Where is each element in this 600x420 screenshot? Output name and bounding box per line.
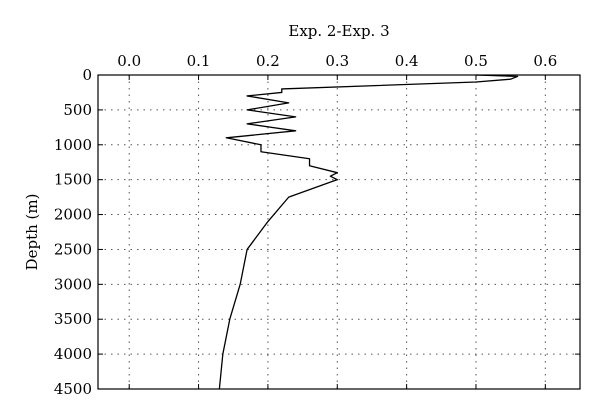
x-tick-label: 0.4 (395, 52, 419, 70)
y-tick-label: 4000 (54, 345, 92, 363)
series-layer (218, 74, 519, 390)
x-tick-label: 0.0 (117, 52, 141, 70)
y-tick-label: 0 (82, 66, 92, 84)
series-line-1 (218, 74, 519, 390)
x-tick-label: 0.3 (325, 52, 349, 70)
y-tick-label: 3000 (54, 275, 92, 293)
x-tick-label: 0.1 (187, 52, 211, 70)
y-tick-label: 2000 (54, 206, 92, 224)
x-tick-label: 0.2 (256, 52, 280, 70)
y-tick-label: 4500 (54, 380, 92, 398)
tick-layer: 0.0 0.1 0.2 0.3 0.4 0.5 0.6 0 500 1000 1500 2000 250… (54, 52, 580, 398)
x-tick-label: 0.6 (533, 52, 557, 70)
grid-layer (98, 75, 580, 389)
y-tick-label: 3500 (54, 310, 92, 328)
x-axis-title: Exp. 2-Exp. 3 (288, 22, 389, 40)
x-tick-label: 0.5 (464, 52, 488, 70)
y-tick-label: 500 (63, 101, 92, 119)
y-tick-label: 2500 (54, 240, 92, 258)
y-tick-label: 1500 (54, 171, 92, 189)
y-tick-label: 1000 (54, 136, 92, 154)
plot-frame (97, 74, 581, 390)
y-axis-title: Depth (m) (23, 194, 41, 271)
